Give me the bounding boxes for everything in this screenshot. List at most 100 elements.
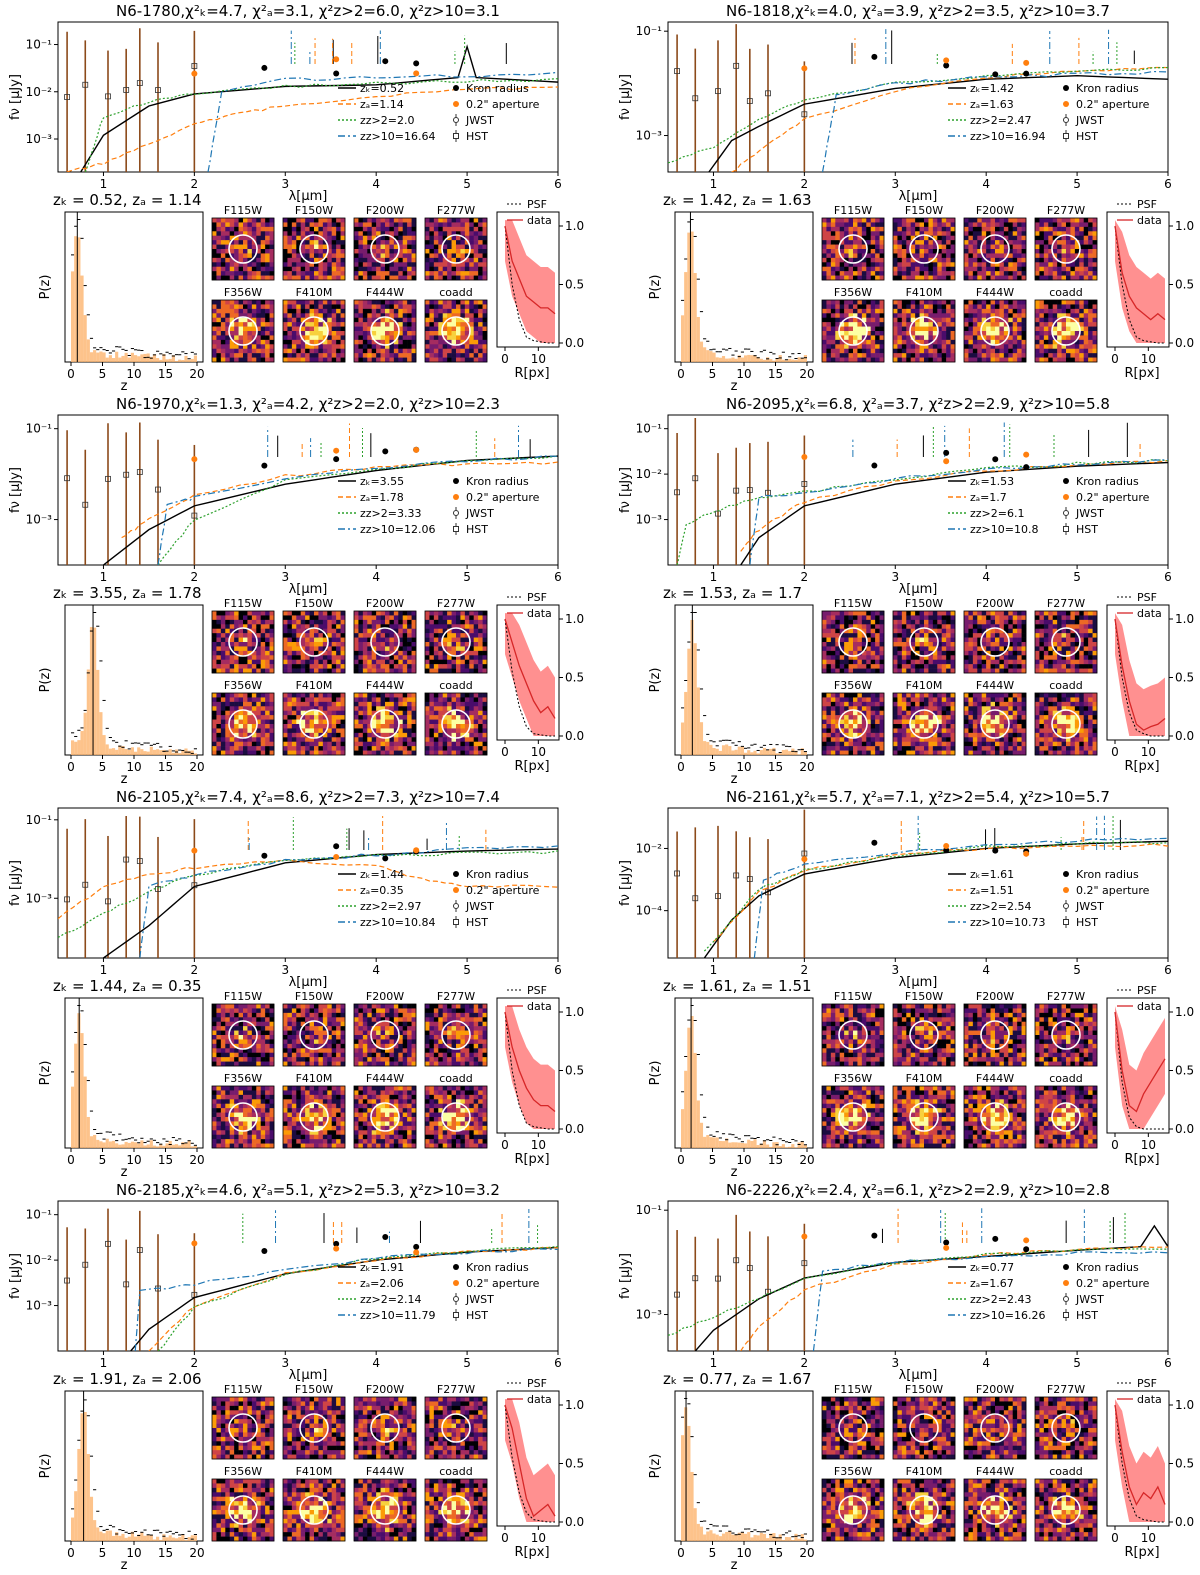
photometry-point xyxy=(1023,451,1030,458)
sed-title: N6-2185,χ²ₖ=4.6, χ²ₐ=5.1, χ²z>2=5.3, χ²z… xyxy=(116,1181,500,1199)
pz-hist-bar xyxy=(687,232,691,362)
pz-ylabel: P(z) xyxy=(38,1454,53,1479)
pz-hist-bar xyxy=(718,1536,722,1541)
radial-y-tick-label: 0.5 xyxy=(1175,278,1194,292)
pz-hist-bar xyxy=(703,347,707,362)
pz-ylabel: P(z) xyxy=(38,275,53,300)
pz-hist-bar xyxy=(99,1531,103,1541)
aperture-circle xyxy=(838,1020,868,1050)
radial-x-tick-label: 0 xyxy=(501,1531,509,1545)
pz-hist-bar xyxy=(181,1534,185,1541)
cutout-label: F356W xyxy=(224,1465,262,1478)
pz-x-tick-label: 15 xyxy=(158,1153,173,1167)
panel-svg: N6-1818,χ²ₖ=4.0, χ²ₐ=3.9, χ²z>2=3.5, χ²z… xyxy=(618,2,1194,394)
cutout-label: F444W xyxy=(976,679,1014,692)
pz-hist-bar xyxy=(74,741,78,755)
pz-x-tick-label: 20 xyxy=(189,367,204,381)
aperture-circle xyxy=(980,1413,1010,1443)
sed-x-tick-label: 2 xyxy=(191,570,199,584)
radial-x-tick-label: 10 xyxy=(531,352,546,366)
cutout-f444w xyxy=(353,1085,417,1149)
legend-label: JWST xyxy=(465,1293,494,1306)
legend-label: zₐ=1.7 xyxy=(970,491,1007,504)
pz-title: zₖ = 0.77, zₐ = 1.67 xyxy=(663,1370,812,1388)
pz-hist-bar xyxy=(181,360,185,362)
cutout-f277w xyxy=(1034,217,1098,281)
radial-y-tick-label: 0.0 xyxy=(565,1122,584,1136)
pz-hist-bar xyxy=(699,341,704,362)
pz-hist-bar xyxy=(803,1144,807,1148)
sed-x-tick-label: 1 xyxy=(100,1356,108,1370)
cutout-label: F115W xyxy=(834,1383,872,1396)
aperture-circle xyxy=(441,1102,471,1132)
cutout-f410m xyxy=(282,692,346,756)
pz-hist-bar xyxy=(750,752,754,755)
pz-hist-bar xyxy=(127,357,131,362)
photometry-point xyxy=(801,1233,808,1240)
pz-hist-bar xyxy=(734,1142,738,1148)
pz-ylabel: P(z) xyxy=(648,275,663,300)
pz-hist-bar xyxy=(788,751,792,755)
pz-hist-bar xyxy=(83,1411,87,1541)
pz-hist-bar xyxy=(162,354,166,362)
pz-hist-bar xyxy=(193,1535,197,1541)
legend-label: zₖ=0.77 xyxy=(970,1261,1014,1274)
legend-label: JWST xyxy=(1075,900,1104,913)
cutout-label: F200W xyxy=(366,1383,404,1396)
pz-x-tick-label: 10 xyxy=(736,1153,751,1167)
pz-hist-bar xyxy=(690,1471,694,1541)
cutout-label: F200W xyxy=(366,990,404,1003)
photometry-point xyxy=(191,1240,198,1247)
sed-x-tick-label: 4 xyxy=(982,1356,990,1370)
pz-hist-bar xyxy=(190,1535,194,1541)
cutout-f410m xyxy=(892,1478,956,1542)
pz-hist-bar xyxy=(690,1016,694,1148)
aperture-circle xyxy=(228,1495,258,1525)
aperture-circle xyxy=(838,234,868,264)
cutout-label: F444W xyxy=(976,286,1014,299)
radial-legend-label: data xyxy=(1137,607,1162,620)
cutout-label: F444W xyxy=(976,1072,1014,1085)
pz-x-tick-label: 0 xyxy=(67,760,75,774)
radial-data-line xyxy=(1114,618,1166,731)
pz-x-tick-label: 15 xyxy=(768,760,783,774)
sed-x-tick-label: 4 xyxy=(372,963,380,977)
photometry-point xyxy=(871,462,878,469)
aperture-circle xyxy=(838,1413,868,1443)
hst-point xyxy=(191,512,198,519)
hst-point xyxy=(105,898,111,905)
sed-x-tick-label: 5 xyxy=(1073,1356,1081,1370)
aperture-circle xyxy=(1051,234,1081,264)
cutout-label: F444W xyxy=(366,1072,404,1085)
hst-point xyxy=(136,469,143,475)
pz-hist-bar xyxy=(681,1435,685,1541)
legend-label: HST xyxy=(466,130,488,143)
hst-point xyxy=(64,475,70,482)
aperture-circle xyxy=(228,234,258,264)
pz-hist-bar xyxy=(794,1533,798,1541)
pz-hist-bar xyxy=(165,1537,169,1541)
panel-svg: N6-2161,χ²ₖ=5.7, χ²ₐ=7.1, χ²z>2=5.4, χ²z… xyxy=(618,788,1194,1180)
pz-hist-bar xyxy=(750,1140,754,1148)
sed-series-0 xyxy=(740,461,1168,565)
sed-y-tick-label: 10⁻³ xyxy=(26,891,53,905)
radial-x-tick-label: 0 xyxy=(501,352,509,366)
pz-hist-bar xyxy=(769,1533,773,1541)
sed-x-tick-label: 5 xyxy=(1073,963,1081,977)
hst-point xyxy=(123,87,130,93)
hst-point xyxy=(674,1291,680,1298)
pz-x-tick-label: 10 xyxy=(736,367,751,381)
pz-hist-bar xyxy=(111,358,116,362)
cutout-f150w xyxy=(282,610,346,674)
cutout-label: F410M xyxy=(906,1465,943,1478)
pz-hist-bar xyxy=(102,735,106,755)
cutout-label: F115W xyxy=(834,597,872,610)
sed-legend: zₖ=0.77 zₐ=1.67 zz>2=2.43 zz>10=16.26 Kron r… xyxy=(948,1261,1150,1322)
pz-hist-bar xyxy=(718,357,722,362)
photometry-point xyxy=(943,1239,950,1246)
pz-hist-bar xyxy=(74,236,78,362)
photometry-point xyxy=(333,1240,340,1247)
cutout-f444w xyxy=(353,1478,417,1542)
aperture-circle xyxy=(299,1020,329,1050)
hst-point xyxy=(715,893,721,900)
